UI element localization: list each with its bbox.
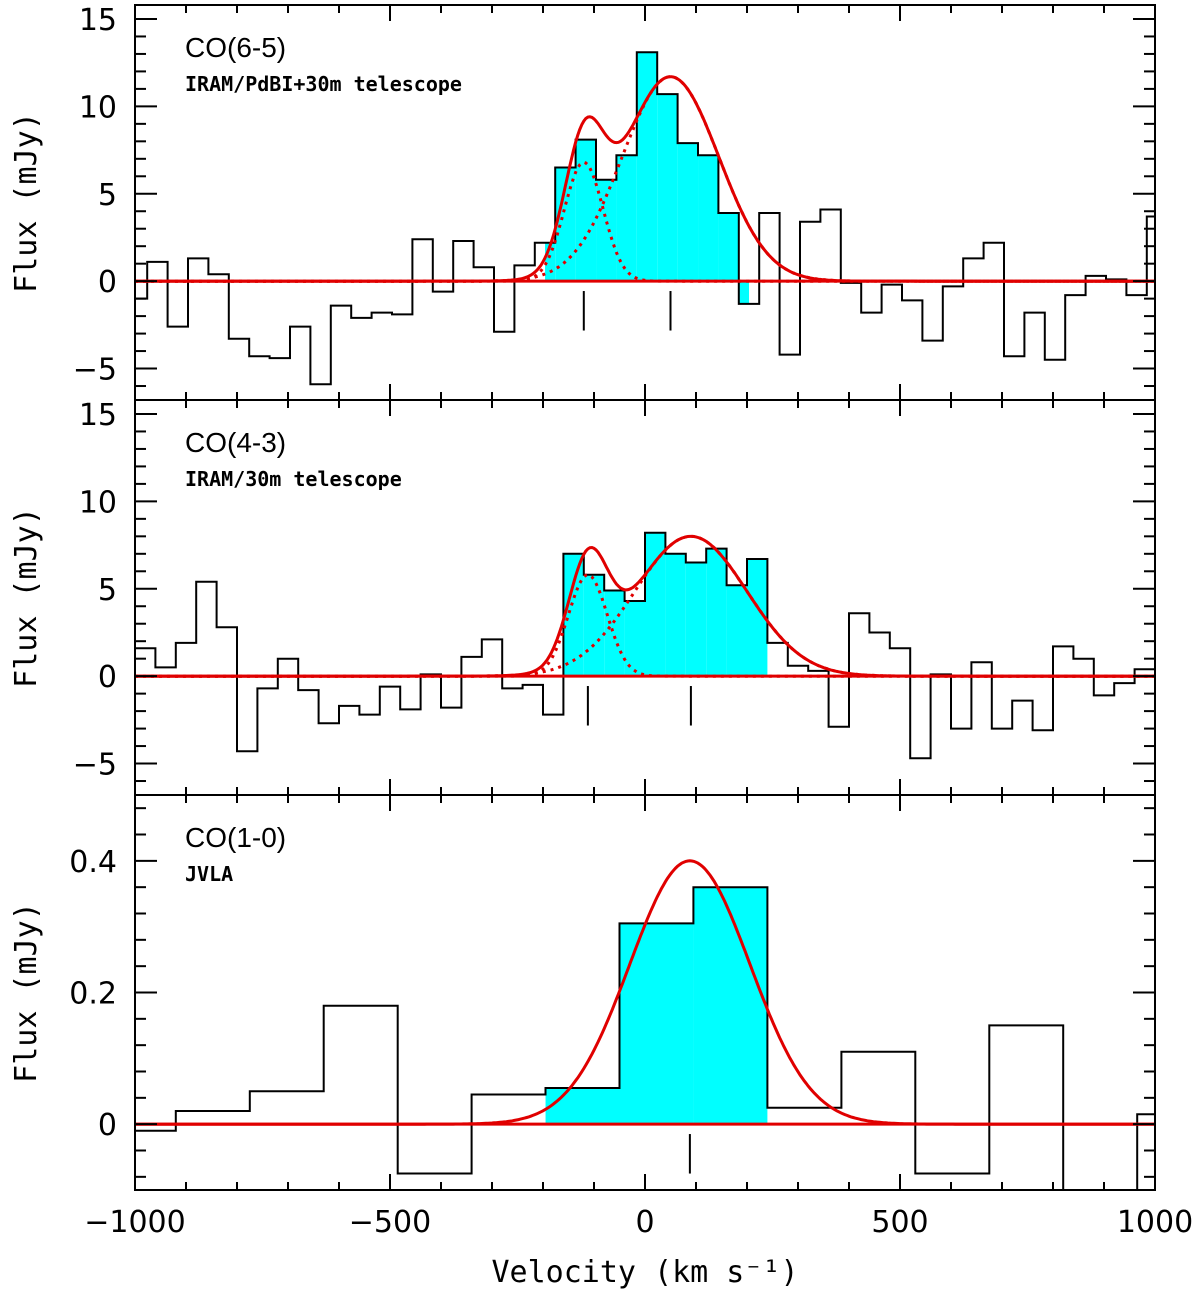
co43-y-tick-label: 15 [79,398,117,433]
x-axis-title: Velocity (km s⁻¹) [491,1255,798,1290]
co43-title: CO(4-3) [185,427,286,458]
co65-fill-bin [596,179,617,282]
panel-co65: −5 0 5 10 15 CO(6-5) IRAM/PdBI+30m telescope… [9,3,1156,401]
co43-fill-bin [665,553,686,677]
co65-y-axis-title: Flux (mJy) [9,112,44,293]
co43-fill-bin [706,548,727,677]
co43-y-tick-label: 10 [79,485,117,520]
co43-subtitle: IRAM/30m telescope [185,467,402,491]
co65-y-tick-label: 5 [98,178,117,213]
co65-fill-bin [657,94,678,282]
co43-fill-bin [604,590,625,677]
co65-total-fit-curve [135,75,1155,283]
co65-fill-bin [698,155,719,282]
co65-y-tick-label: 0 [98,265,117,300]
panel-co10: 0 0.2 0.4 CO(1-0) JVLA Flux (mJy) [9,794,1156,1191]
co10-total-fit-curve [135,859,1155,1126]
co65-y-tick-label: 15 [79,3,117,38]
co43-fill-bin [685,562,707,677]
co43-fill-bin [563,553,584,677]
co43-y-tick-label: −5 [73,748,117,783]
co10-y-axis-title: Flux (mJy) [9,902,44,1083]
co43-fill-bin [747,559,768,677]
co43-spectrum-histogram [135,531,1156,760]
co43-y-tick-label: 0 [98,660,117,695]
co65-fill-bin [555,167,576,282]
co10-fill-bin [545,1087,620,1125]
panel-co43: −5 0 5 10 15 CO(4-3) IRAM/30m telescope Flux… [9,398,1156,796]
co43-fill-bin [624,600,645,677]
co65-y-tick-label: −5 [73,353,117,388]
x-tick-label: 0 [635,1205,654,1240]
co65-spectrum-histogram [135,51,1155,386]
co43-fill-bin [583,574,605,677]
co65-title: CO(6-5) [185,32,286,63]
co65-fill-bin [575,139,597,282]
co65-fill-bin [738,281,750,304]
co10-y-tick-label: 0 [98,1108,117,1143]
x-tick-label: −500 [349,1205,431,1240]
co65-fill-bin [616,155,637,282]
x-tick-label: −1000 [84,1205,185,1240]
co10-fill-bin [693,887,768,1125]
x-tick-label: 1000 [1117,1205,1193,1240]
co10-panel-frame [134,794,1156,1191]
co43-fill-bin [726,585,747,677]
co43-y-tick-label: 5 [98,573,117,608]
co65-subtitle: IRAM/PdBI+30m telescope [185,72,462,96]
co10-y-tick-label: 0.4 [69,845,117,880]
co10-title: CO(1-0) [185,822,286,853]
co43-total-fit-curve [135,534,1155,678]
co65-fill-bin [545,242,556,282]
x-tick-label: 500 [871,1205,928,1240]
co65-y-tick-label: 10 [79,90,117,125]
x-axis: −1000 −500 0 500 1000 [84,1205,1193,1240]
co43-y-axis-title: Flux (mJy) [9,507,44,688]
co65-fill-bin [677,143,699,282]
co65-fill-bin [718,212,739,282]
co10-subtitle: JVLA [185,862,233,886]
co10-fill-bin [619,923,694,1125]
co10-y-tick-label: 0.2 [69,977,117,1012]
co10-spectrum-histogram [135,886,1155,1191]
